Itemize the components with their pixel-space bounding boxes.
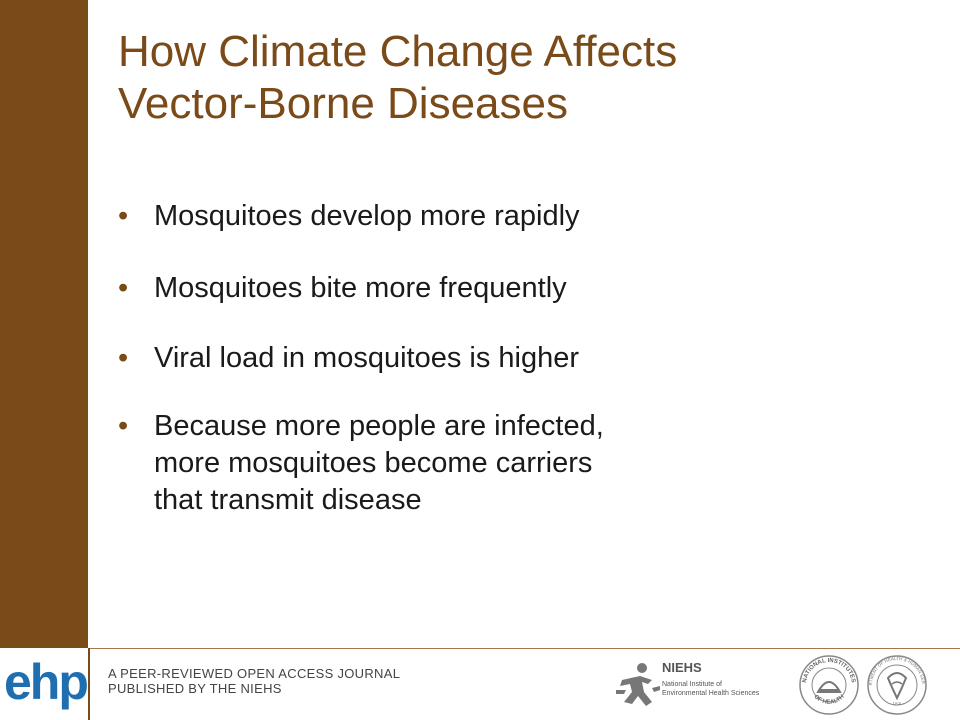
bullet-item: • Viral load in mosquitoes is higher [118,340,579,377]
svg-text:· USA ·: · USA · [890,700,905,706]
footer-vertical-divider [88,648,90,720]
bullet-dot: • [118,410,129,442]
svg-text:DEPARTMENT OF HEALTH & HUMAN S: DEPARTMENT OF HEALTH & HUMAN SERVICES [866,654,926,686]
bullet-text: Mosquitoes bite more frequently [154,272,567,304]
journal-line-2: PUBLISHED BY THE NIEHS [108,681,282,696]
bullet-item: • Mosquitoes bite more frequently [118,270,567,307]
bullet-text: Mosquitoes develop more rapidly [154,200,580,232]
hhs-seal-icon: DEPARTMENT OF HEALTH & HUMAN SERVICES · … [866,654,927,715]
bullet-text: Viral load in mosquitoes is higher [154,342,580,374]
svg-text:NATIONAL INSTITUTES: NATIONAL INSTITUTES [802,658,856,683]
journal-line-1: A PEER-REVIEWED OPEN ACCESS JOURNAL [108,666,401,681]
title-line-1: How Climate Change Affects [118,27,678,76]
bullet-item: • Because more people are infected, more… [118,408,604,519]
bullet-dot: • [118,200,129,232]
niehs-figure-icon [616,663,660,706]
niehs-subtitle: National Institute of Environmental Heal… [662,680,759,698]
niehs-sub-line-2: Environmental Health Sciences [662,690,760,697]
niehs-logo: NIEHS National Institute of Environmenta… [612,656,788,714]
svg-text:OF HEALTH: OF HEALTH [812,694,845,706]
bullet-text: Because more people are infected, more m… [154,410,604,516]
bullet-dot: • [118,272,129,304]
nih-seal-icon: NATIONAL INSTITUTES OF HEALTH [799,655,859,715]
slide-title: How Climate Change Affects Vector-Borne … [118,26,938,130]
ehp-logo: ehp [4,654,89,710]
niehs-name: NIEHS [662,660,702,675]
left-accent-bar [0,0,88,648]
niehs-sub-line-1: National Institute of [662,681,722,688]
journal-tagline: A PEER-REVIEWED OPEN ACCESS JOURNAL PUBL… [108,666,400,696]
bullet-dot: • [118,342,129,374]
title-line-2: Vector-Borne Diseases [118,79,568,128]
bullet-item: • Mosquitoes develop more rapidly [118,198,580,235]
footer-divider [88,648,960,649]
